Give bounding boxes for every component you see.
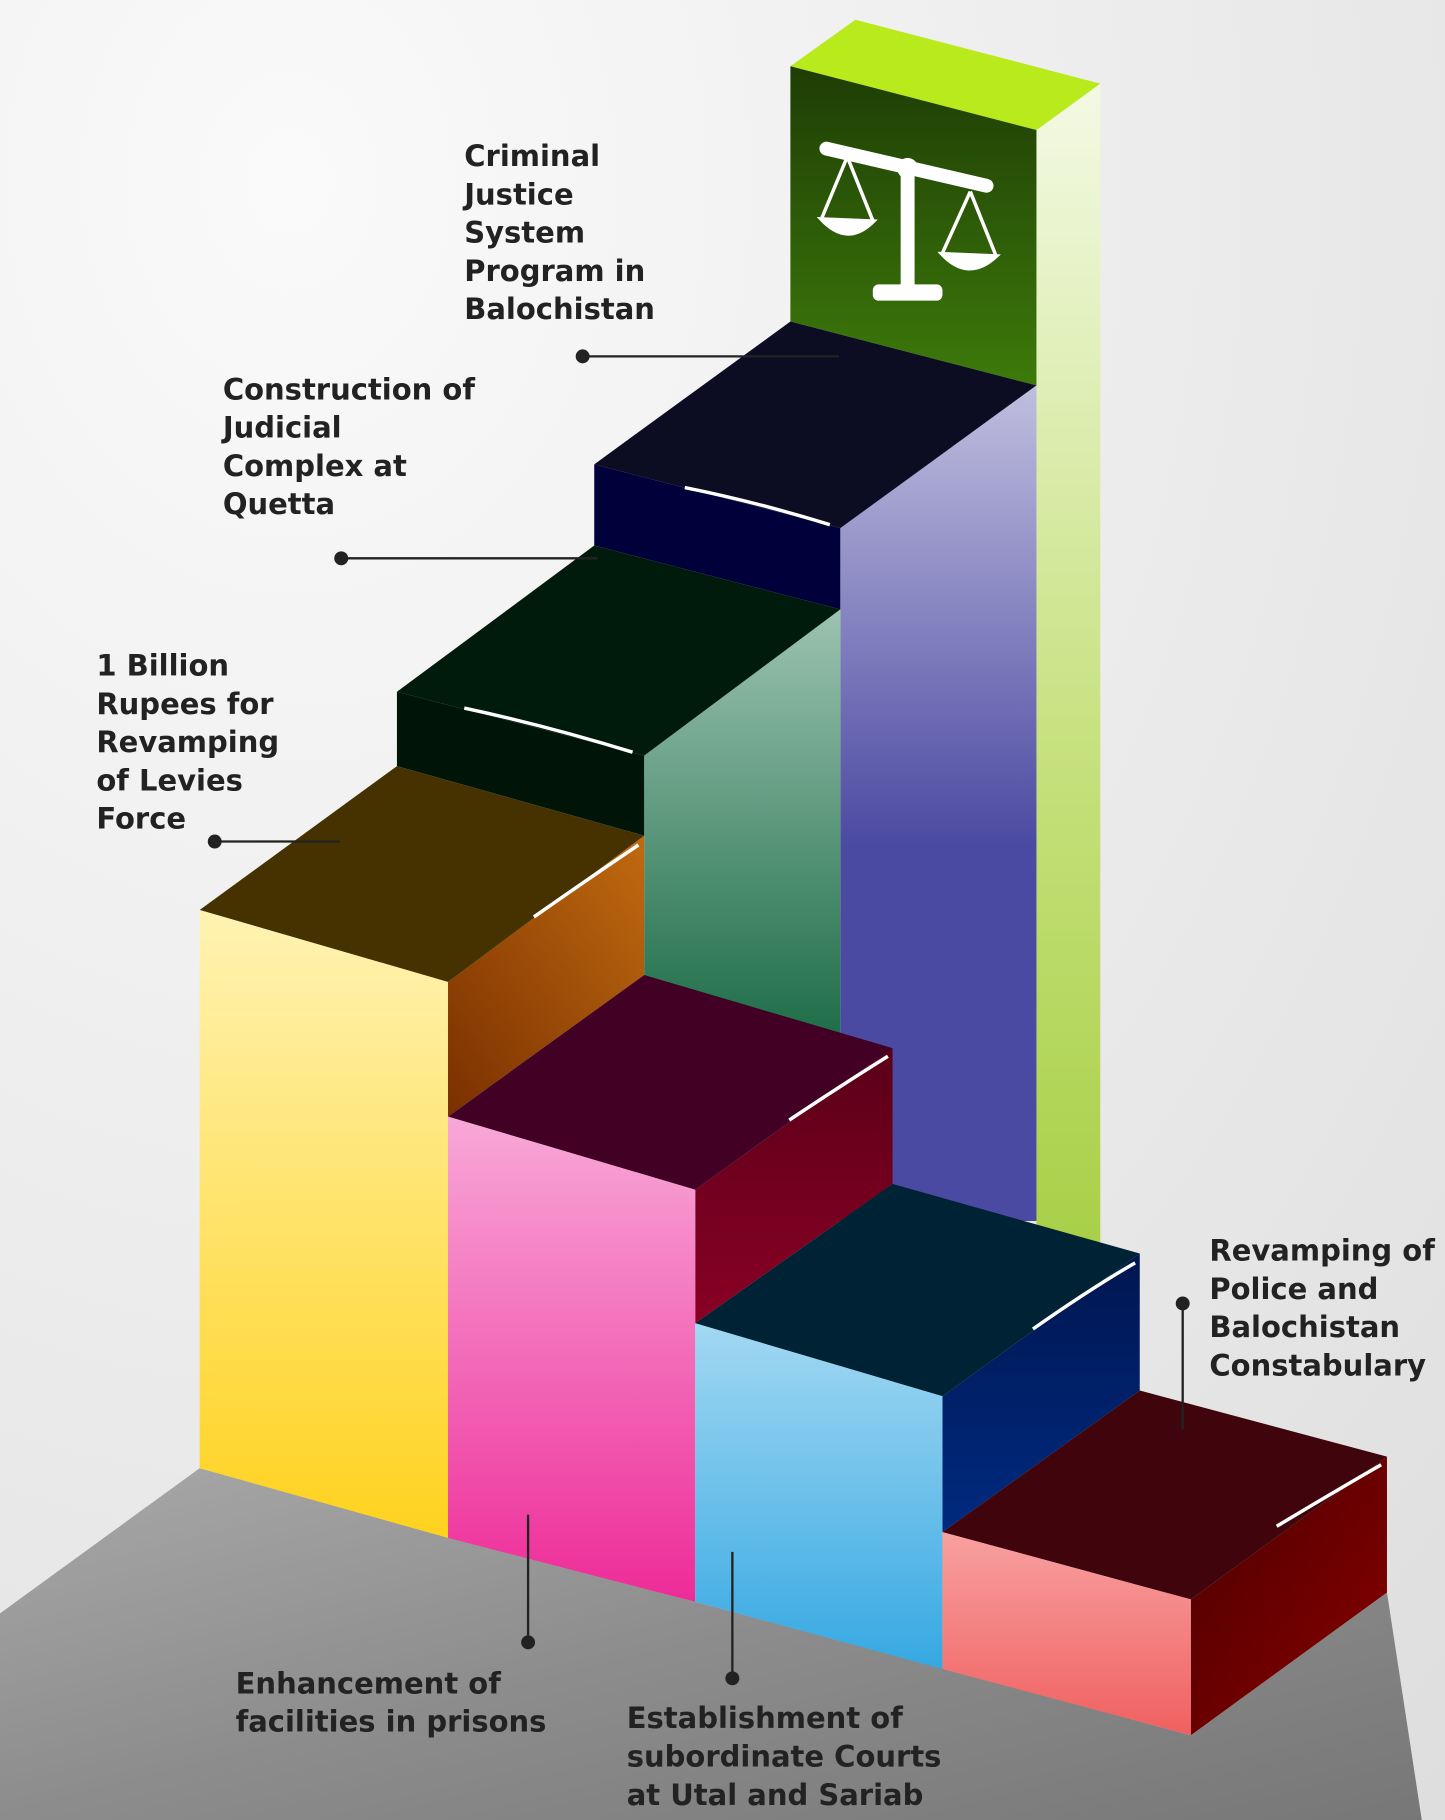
label-line: Judicial bbox=[221, 411, 342, 445]
scales-icon bbox=[816, 141, 1001, 301]
label-line: Rupees for bbox=[96, 687, 274, 721]
label-line: Criminal bbox=[464, 139, 600, 173]
label-line: Program in bbox=[464, 254, 645, 288]
leaders bbox=[207, 349, 1190, 1686]
label-line: facilities in prisons bbox=[236, 1705, 547, 1739]
green-block bbox=[396, 545, 841, 1034]
label-line: Constabulary bbox=[1209, 1348, 1426, 1382]
label-line: 1 Billion bbox=[96, 649, 229, 683]
label-line: Revamping of bbox=[1209, 1234, 1435, 1268]
label-line: of Levies bbox=[96, 763, 243, 797]
label-line: Enhancement of bbox=[236, 1666, 502, 1700]
purple-block bbox=[594, 321, 1037, 1222]
label-line: at Utal and Sariab bbox=[627, 1778, 924, 1812]
label-line: Force bbox=[96, 802, 186, 836]
label-line: Construction of bbox=[223, 372, 476, 406]
label-line: System bbox=[464, 216, 585, 250]
yellow-block bbox=[199, 766, 645, 1538]
label-line: Police and bbox=[1209, 1272, 1378, 1306]
label-line: Complex at bbox=[223, 449, 407, 483]
tall-green-block bbox=[790, 19, 1101, 1242]
label-line: subordinate Courts bbox=[627, 1740, 942, 1774]
labels: Criminal Justice System Program in Balochist… bbox=[96, 139, 1435, 1812]
label-line: Justice bbox=[462, 177, 573, 211]
floor bbox=[0, 1468, 1422, 1820]
pink-block bbox=[448, 974, 893, 1602]
label-line: Quetta bbox=[223, 487, 335, 521]
label-line: Revamping bbox=[96, 725, 279, 759]
label-line: Balochistan bbox=[1209, 1310, 1400, 1344]
red-block bbox=[942, 1390, 1387, 1736]
label-line: Establishment of bbox=[627, 1701, 903, 1735]
blue-block bbox=[695, 1183, 1140, 1670]
label-line: Balochistan bbox=[464, 292, 655, 326]
